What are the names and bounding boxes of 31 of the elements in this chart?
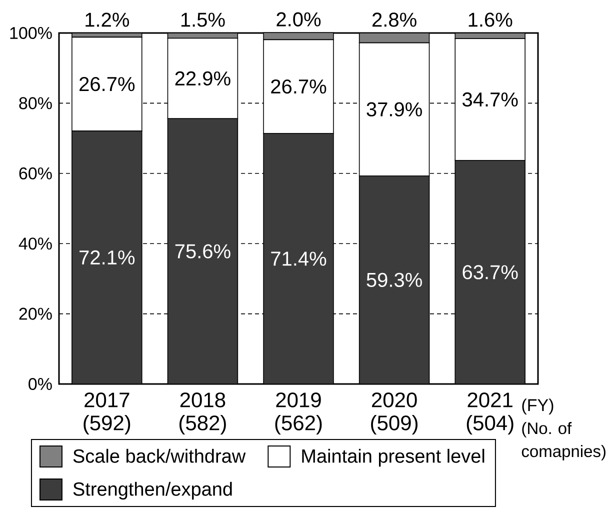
data-label: 26.7% xyxy=(80,76,135,92)
data-label: 2.8% xyxy=(372,12,416,27)
legend-label: Scale back/withdraw xyxy=(73,448,246,463)
data-label: 59.3% xyxy=(366,272,422,288)
data-label: 34.7% xyxy=(462,92,518,107)
data-label: 22.9% xyxy=(175,71,230,86)
x-tick-label: 2019 (562) xyxy=(275,392,322,435)
data-label: 1.2% xyxy=(86,12,129,27)
data-label: 63.7% xyxy=(462,265,518,280)
data-label: 26.7% xyxy=(271,79,326,94)
y-tick-label: 0% xyxy=(28,378,52,390)
data-label: 75.6% xyxy=(175,244,230,258)
y-tick-label: 60% xyxy=(19,167,52,180)
text: (No. of comapnies) xyxy=(522,422,606,460)
x-tick-label: 2021 (504) xyxy=(466,392,514,435)
legend-label: Maintain present level xyxy=(302,448,484,467)
data-label: 72.1% xyxy=(80,250,135,265)
legend-label: Strengthen/expand xyxy=(73,482,232,500)
data-label: 37.9% xyxy=(366,102,422,116)
x-tick-label: 2017 (592) xyxy=(84,392,130,435)
data-label: 71.4% xyxy=(271,252,326,266)
y-tick-label: 40% xyxy=(18,238,52,250)
data-label: 2.0% xyxy=(276,12,321,26)
y-tick-label: 20% xyxy=(19,308,52,320)
data-label: 1.5% xyxy=(181,12,225,27)
y-tick-label: 100% xyxy=(10,26,52,40)
data-label: 1.6% xyxy=(468,12,512,27)
y-tick-label: 80% xyxy=(19,97,52,110)
x-tick-label: 2018 (582) xyxy=(179,392,226,435)
x-tick-label: 2020 (509) xyxy=(371,392,418,435)
text: (FY) xyxy=(522,398,554,415)
